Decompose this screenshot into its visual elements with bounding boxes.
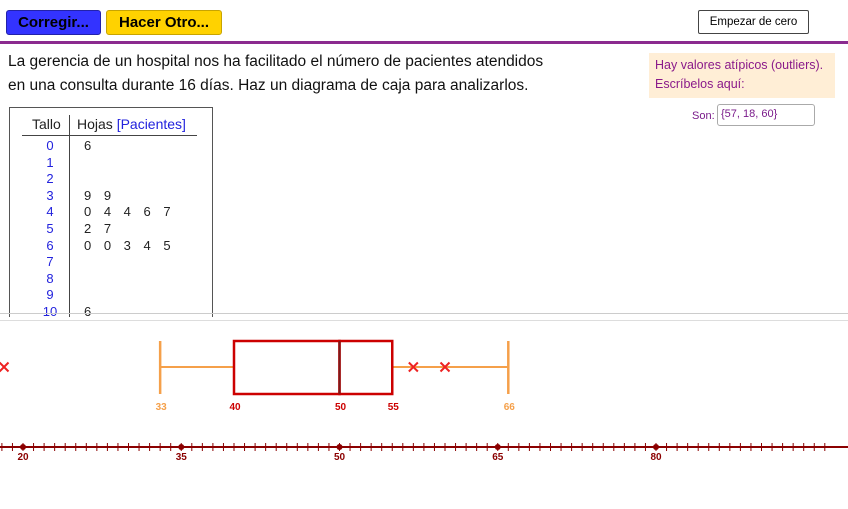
- leaf-values: 6: [84, 304, 92, 317]
- box-lower-half: [232, 339, 341, 396]
- header-divider: [0, 41, 848, 44]
- stem-header: Tallo: [32, 116, 61, 132]
- stem-value: 2: [46, 171, 54, 187]
- header-divider-line: [69, 115, 70, 135]
- stem-value: 3: [46, 187, 54, 203]
- outlier-prompt: Hay valores atípicos (outliers). Escríbe…: [649, 53, 835, 98]
- axis-major-dot: [653, 444, 659, 450]
- stem-divider-line: [69, 135, 70, 317]
- stem-value: 9: [46, 287, 54, 303]
- panel-separator-lower: [0, 320, 848, 321]
- outlier-mark: [439, 361, 451, 373]
- box-value-label: 50: [335, 402, 347, 413]
- correct-button[interactable]: Corregir...: [6, 10, 101, 35]
- leaf-values: 9 9: [84, 187, 112, 203]
- outlier-answer-label: Son:: [692, 110, 715, 122]
- outlier-answer-input[interactable]: {57, 18, 60}: [717, 104, 815, 126]
- leaves-header: Hojas [Pacientes]: [77, 116, 186, 132]
- reset-button[interactable]: Empezar de cero: [698, 10, 809, 34]
- leaves-unit: [Pacientes]: [116, 116, 186, 132]
- leaf-values: 0 0 3 4 5: [84, 237, 171, 253]
- axis-tick-label: 50: [334, 452, 346, 463]
- outlier-mark: [0, 361, 10, 373]
- axis-tick-label: 35: [176, 452, 188, 463]
- outlier-mark: [408, 361, 419, 373]
- problem-line-1: La gerencia de un hospital nos ha facili…: [8, 53, 544, 70]
- box-value-label: 55: [388, 402, 400, 413]
- axis-major-dot: [20, 444, 26, 450]
- leaf-values: 2 7: [84, 221, 112, 236]
- outlier-prompt-line-1: Hay valores atípicos (outliers).: [655, 58, 824, 72]
- axis-tick-label: 80: [650, 452, 662, 463]
- stem-value: 10: [42, 304, 58, 317]
- axis-tick-label: 65: [492, 452, 504, 463]
- stem-value: 7: [46, 254, 54, 270]
- box-upper-half: [338, 339, 394, 396]
- box-value-label: 40: [229, 402, 241, 413]
- stem-value: 1: [46, 154, 54, 170]
- leaf-values: 6: [84, 138, 92, 153]
- box-value-label: 66: [504, 402, 516, 413]
- leaf-values: 0 4 4 6 7: [84, 204, 171, 220]
- problem-statement: La gerencia de un hospital nos ha facili…: [8, 50, 608, 98]
- panel-separator: [0, 313, 848, 314]
- stem-value: 8: [46, 270, 54, 286]
- stem-value: 6: [46, 237, 54, 253]
- axis-major-dot: [336, 444, 343, 450]
- axis-tick-label: 20: [17, 452, 29, 463]
- leaves-header-label: Hojas: [77, 116, 113, 132]
- box-value-label: 33: [156, 402, 168, 413]
- problem-line-2: en una consulta durante 16 días. Haz un …: [8, 77, 529, 94]
- axis-major-dot: [178, 444, 185, 450]
- stem-value: 4: [46, 204, 54, 220]
- boxplot-graphic: 33 40 50 55 66 20 35 50 65 80: [0, 339, 848, 463]
- stem-leaf-header: Tallo Hojas [Pacientes]: [22, 115, 197, 136]
- stem-value: 5: [46, 221, 54, 236]
- stem-value: 0: [46, 138, 54, 153]
- axis-major-dot: [494, 444, 501, 450]
- outlier-prompt-line-2: Escríbelos aquí:: [655, 77, 745, 91]
- new-exercise-button[interactable]: Hacer Otro...: [106, 10, 222, 35]
